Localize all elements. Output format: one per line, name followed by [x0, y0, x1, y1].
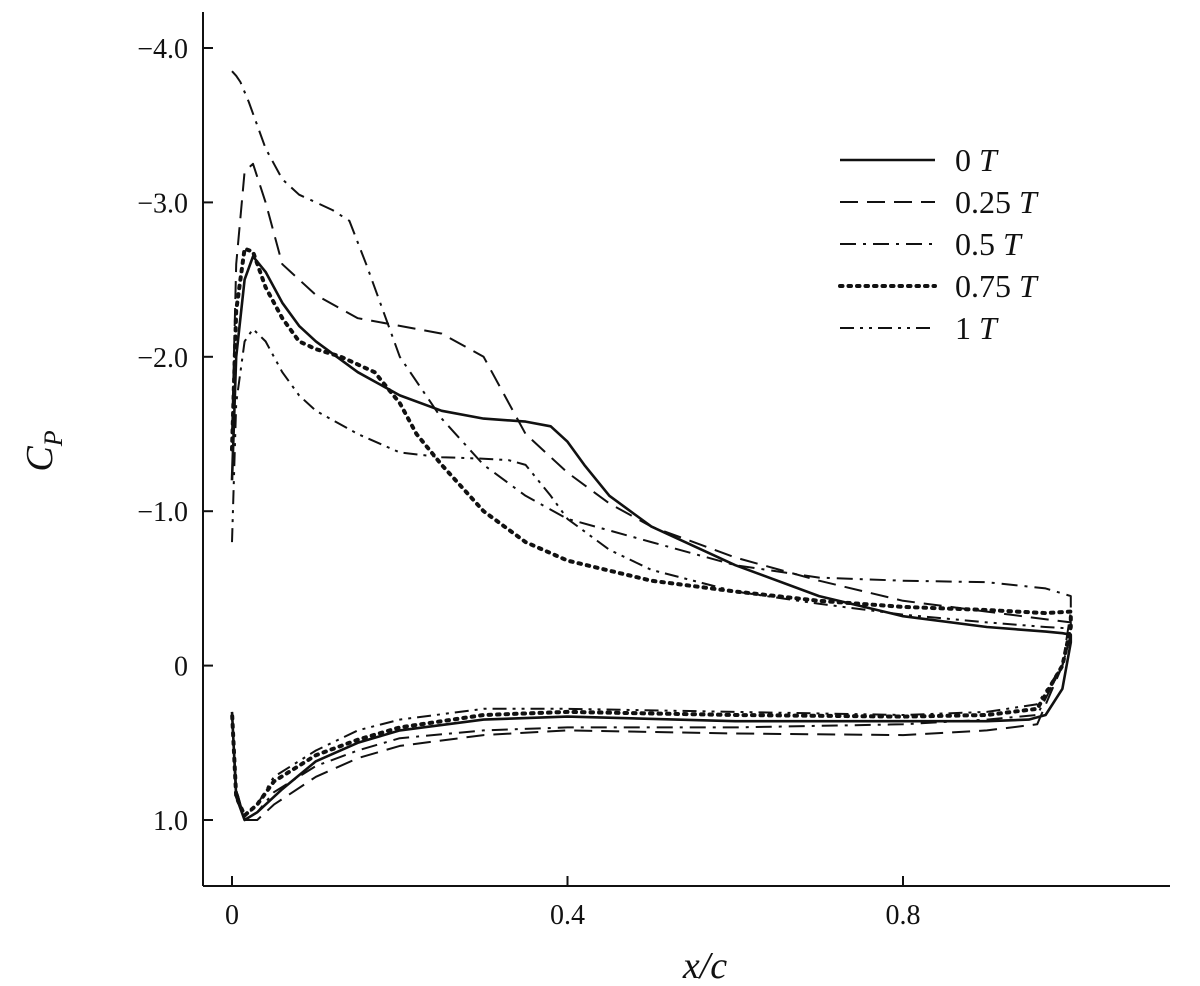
series-layer: [230, 70, 1073, 822]
y-tick-label: 1.0: [153, 806, 188, 837]
x-tick-label: 0.4: [550, 900, 585, 931]
y-axis-label-sub: P: [39, 430, 68, 447]
series-line-3: [231, 70, 1072, 821]
legend-label-5: 1 T: [955, 310, 999, 346]
y-tick-label: −1.0: [137, 497, 188, 528]
series-line-5: [231, 328, 1072, 818]
y-axis-label: CP: [19, 430, 68, 471]
legend: 0 T 0.25 T 0.5 T 0.75 T 1 T: [838, 142, 1039, 346]
legend-label-2: 0.25 T: [955, 184, 1039, 220]
legend-label-4: 0.75 T: [955, 268, 1039, 304]
legend-label-1: 0 T: [955, 142, 999, 178]
series-line-1: [230, 255, 1073, 822]
svg-text:CP: CP: [19, 430, 68, 471]
y-axis-label-main: C: [19, 446, 61, 472]
x-axis-label: x/c: [682, 945, 727, 986]
y-tick-label: 0: [174, 652, 188, 683]
y-tick-label: −3.0: [137, 188, 188, 219]
y-tick-label: −2.0: [137, 343, 188, 374]
series-line-4: [230, 246, 1073, 818]
x-tick-label: 0.8: [886, 900, 921, 931]
x-ticks: 0 0.4 0.8: [225, 876, 921, 931]
series-line-2: [231, 162, 1072, 821]
legend-label-3: 0.5 T: [955, 226, 1023, 262]
x-tick-label: 0: [225, 900, 239, 931]
y-ticks: −4.0 −3.0 −2.0 −1.0 0 1.0: [137, 34, 213, 837]
y-tick-label: −4.0: [137, 34, 188, 65]
